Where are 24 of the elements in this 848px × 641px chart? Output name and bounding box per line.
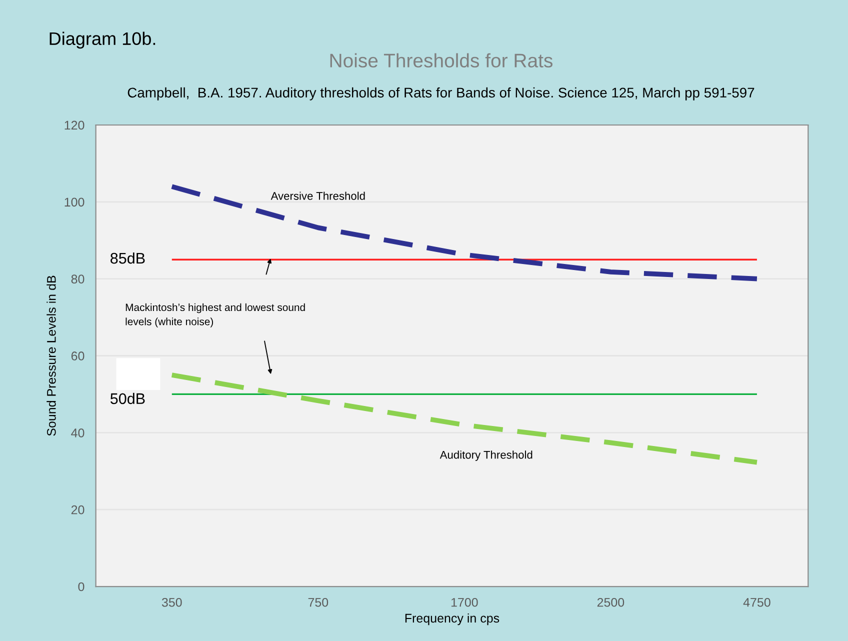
- line-series: [169, 372, 760, 465]
- y-tick-label: 0: [78, 582, 84, 592]
- y-tick-label: 40: [71, 428, 84, 438]
- x-tick-label: 350: [162, 598, 182, 607]
- series-label: Auditory Threshold: [440, 450, 532, 461]
- x-tick-label: 2500: [597, 598, 624, 607]
- annotation: Mackintosh’s highest and lowest sound levels (white noise): [126, 303, 305, 328]
- y-tick-label: 80: [71, 274, 84, 284]
- y-tick-label: 120: [64, 120, 84, 130]
- line-series: [169, 184, 760, 282]
- y-tick-label: 60: [71, 352, 84, 360]
- y-tick-label: 100: [64, 198, 84, 207]
- y-axis-title: Sound Pressure Levels in dB: [46, 276, 56, 436]
- x-axis-title: Frequency in cps: [405, 613, 500, 626]
- x-tick-label: 1700: [451, 598, 478, 607]
- x-tick-label: 4750: [743, 598, 770, 607]
- y-tick-label: 20: [71, 505, 84, 514]
- x-tick-label: 750: [308, 598, 328, 607]
- text: Diagram 10b.: [50, 32, 156, 49]
- chart-title: Noise Thresholds for Rats: [330, 53, 552, 68]
- ref-line-label: 50dB: [110, 392, 145, 404]
- series-label: Aversive Threshold: [270, 192, 365, 200]
- chart-subtitle: Campbell, B.A. 1957. Auditory thresholds of Rats for Bands of Noise. Science 125, March pp 591-597: [128, 87, 754, 100]
- ref-line-label: 85dB: [110, 252, 145, 264]
